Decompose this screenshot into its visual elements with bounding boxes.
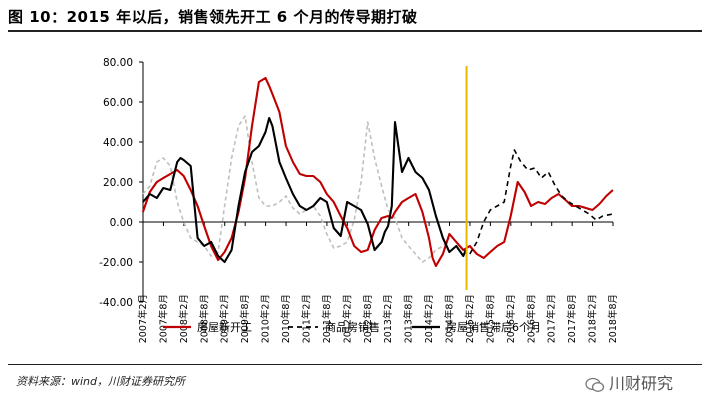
series-line-new-starts (141, 76, 614, 268)
watermark: 川财研究 (585, 370, 673, 394)
y-tick-label: 0.00 (110, 217, 133, 229)
x-tick-label: 2007年2月 (137, 294, 149, 343)
x-tick-label: 2013年2月 (382, 294, 394, 343)
legend-label-sales: 商品房销售 (325, 320, 380, 334)
series-line-sales (469, 149, 614, 255)
x-tick-label: 2014年2月 (423, 294, 435, 343)
y-tick-label: -20.00 (99, 257, 133, 269)
x-tick-label: 2012年2月 (341, 294, 353, 343)
x-tick-label: 2018年8月 (607, 294, 619, 343)
x-tick-label: 2008年2月 (178, 294, 190, 343)
x-axis-tick-labels: 2007年2月 2007年8月 2008年2月 2008年8月 2009年2月 2009年… (137, 294, 619, 343)
x-tick-label: 2016年2月 (505, 294, 517, 343)
x-tick-label: 2018年2月 (587, 294, 599, 343)
chart-legend: 房屋新开工 商品房销售 房屋销售滞后6个月 (163, 320, 541, 334)
series-line-sales-lag (142, 116, 468, 264)
y-tick-label: 60.00 (103, 97, 133, 109)
y-tick-label: 20.00 (103, 177, 133, 189)
x-tick-label: 2008年8月 (198, 294, 210, 343)
x-tick-label: 2010年8月 (280, 294, 292, 343)
x-tick-label: 2011年8月 (321, 294, 333, 343)
series-line-gray-dashed (142, 115, 451, 263)
x-tick-label: 2007年8月 (157, 294, 169, 343)
x-tick-label: 2010年2月 (260, 294, 272, 343)
source-note: 资料来源：wind，川财证券研究所 (16, 375, 186, 388)
x-tick-label: 2009年8月 (239, 294, 251, 343)
wechat-icon (585, 377, 605, 393)
x-tick-label: 2012年8月 (362, 294, 374, 343)
x-tick-label: 2015年2月 (464, 294, 476, 343)
x-tick-label: 2011年2月 (300, 294, 312, 343)
legend-label-new-starts: 房屋新开工 (197, 320, 252, 334)
x-tick-label: 2009年2月 (219, 294, 231, 343)
x-tick-label: 2016年8月 (525, 294, 537, 343)
legend-label-sales-lag: 房屋销售滞后6个月 (446, 320, 541, 334)
figure-title: 图 10：2015 年以后，销售领先开工 6 个月的传导期打破 (8, 8, 418, 26)
y-axis-tick-labels: 80.00 60.00 40.00 20.00 0.00 -20.00 -40.00 (99, 57, 133, 309)
footer-rule (8, 364, 702, 365)
chart-axes (139, 61, 614, 303)
x-tick-label: 2017年8月 (566, 294, 578, 343)
title-rule (8, 30, 702, 32)
y-tick-label: 40.00 (103, 137, 133, 149)
x-tick-label: 2014年8月 (444, 294, 456, 343)
x-tick-label: 2017年2月 (546, 294, 558, 343)
y-tick-label: -40.00 (99, 297, 133, 309)
x-tick-label: 2013年8月 (403, 294, 415, 343)
x-tick-label: 2015年8月 (484, 294, 496, 343)
watermark-text: 川财研究 (609, 374, 674, 393)
y-tick-label: 80.00 (103, 57, 133, 69)
series-layer (141, 66, 614, 290)
